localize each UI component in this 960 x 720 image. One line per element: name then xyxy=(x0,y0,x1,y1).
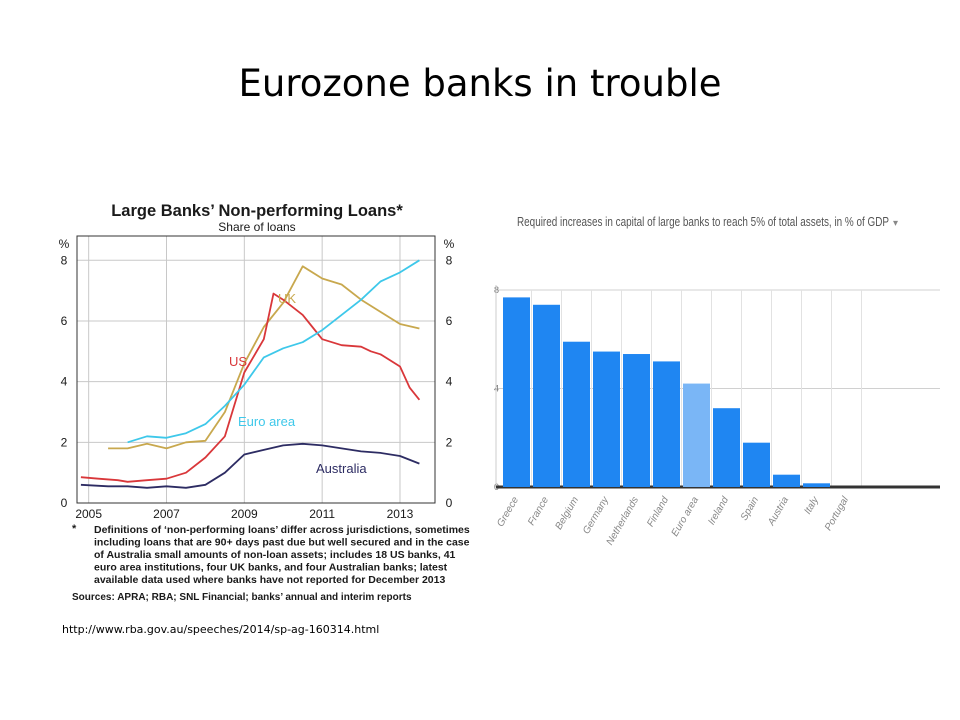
series-line-uk xyxy=(108,265,420,450)
line-chart-ytick-left: 0 xyxy=(61,496,68,510)
bar-finland xyxy=(653,361,680,487)
line-chart-xtick: 2011 xyxy=(309,507,335,521)
bar-euro-area xyxy=(683,383,710,487)
line-chart-gridlines xyxy=(77,236,435,504)
bar-label-euro-area: Euro area xyxy=(670,495,702,539)
bar-greece xyxy=(503,297,530,487)
line-chart-xtick: 2005 xyxy=(75,507,102,521)
bar-label-netherlands: Netherlands xyxy=(605,495,641,547)
bar-label-france: France xyxy=(526,495,551,528)
line-chart-tick-labels: 0 0 2 2 4 4 6 6 8 8 2005 2007 2009 2011 2013 xyxy=(61,253,453,521)
bar-label-italy: Italy xyxy=(802,494,821,516)
footnote-line: euro area institutions, four UK banks, a… xyxy=(94,562,448,574)
series-label-us: US xyxy=(229,354,247,369)
line-chart-xtick: 2013 xyxy=(387,507,414,521)
line-chart-subtitle: Share of loans xyxy=(218,220,295,234)
line-chart-footnote: Definitions of ‘non-performing loans’ di… xyxy=(94,524,470,586)
series-label-uk: UK xyxy=(278,291,296,306)
capital-requirements-chart: Required increases in capital of large b… xyxy=(494,215,940,547)
bar-austria xyxy=(773,474,800,487)
line-chart-ytick-right: 6 xyxy=(446,314,453,328)
bar-chart-bars xyxy=(503,297,830,487)
bar-italy xyxy=(803,483,830,487)
line-chart-ylabel-left: % xyxy=(59,237,70,251)
line-chart-plot-frame xyxy=(76,235,436,504)
bar-belgium xyxy=(563,341,590,487)
bar-ireland xyxy=(713,408,740,487)
bar-label-spain: Spain xyxy=(739,495,762,523)
series-label-australia: Australia xyxy=(316,461,367,476)
bar-label-germany: Germany xyxy=(581,494,612,536)
line-chart-xtick: 2009 xyxy=(231,507,258,521)
bar-spain xyxy=(743,442,770,487)
line-chart-ytick-right: 4 xyxy=(446,375,453,389)
bar-label-belgium: Belgium xyxy=(554,495,582,532)
footnote-line: available data used where banks have not… xyxy=(94,574,445,586)
footnote-line: Definitions of ‘non-performing loans’ di… xyxy=(94,524,470,536)
series-line-australia xyxy=(80,442,420,489)
line-chart-title: Large Banks’ Non-performing Loans* xyxy=(111,202,403,220)
nonperforming-loans-chart: Large Banks’ Non-performing Loans* Share… xyxy=(59,202,470,603)
line-chart-sources: Sources: APRA; RBA; SNL Financial; banks… xyxy=(72,592,412,603)
line-chart-ytick-left: 4 xyxy=(61,375,68,389)
line-chart-ytick-right: 8 xyxy=(446,253,453,267)
bar-label-portugal: Portugal xyxy=(823,494,852,532)
line-chart-ytick-left: 6 xyxy=(61,314,68,328)
line-chart-ytick-left: 2 xyxy=(61,435,68,449)
line-chart-ytick-right: 2 xyxy=(446,435,453,449)
bar-germany xyxy=(593,351,620,487)
series-line-euro-area xyxy=(127,259,420,444)
bar-label-greece: Greece xyxy=(495,495,521,529)
bar-chart-title-dropdown-icon[interactable]: ▾ xyxy=(893,218,898,229)
series-line-us xyxy=(80,292,421,483)
line-chart-ytick-right: 0 xyxy=(446,496,453,510)
bar-chart-title: Required increases in capital of large b… xyxy=(517,215,889,229)
footnote-marker: * xyxy=(72,523,77,535)
source-url: http://www.rba.gov.au/speeches/2014/sp-a… xyxy=(62,623,380,636)
bar-label-ireland: Ireland xyxy=(706,495,731,527)
bar-netherlands xyxy=(623,354,650,487)
line-chart-xtick: 2007 xyxy=(153,507,180,521)
line-chart-ytick-left: 8 xyxy=(61,253,68,267)
series-label-euro-area: Euro area xyxy=(238,414,296,429)
line-chart-ylabel-right: % xyxy=(444,237,455,251)
footnote-line: of Australia small amounts of non-loan a… xyxy=(94,549,456,561)
bar-label-austria: Austria xyxy=(766,495,792,529)
line-chart-series xyxy=(80,259,421,489)
footnote-line: including loans that are 90+ days past d… xyxy=(94,537,470,549)
slide-title: Eurozone banks in trouble xyxy=(238,62,722,105)
bar-france xyxy=(533,304,560,487)
bar-label-finland: Finland xyxy=(645,495,671,529)
